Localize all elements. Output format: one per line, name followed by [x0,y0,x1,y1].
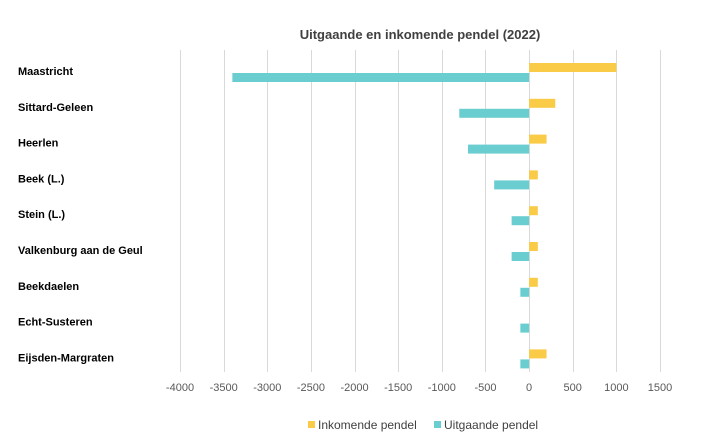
gridlines [180,50,661,372]
inkomende-bar [529,277,538,287]
category-label: Beek (L.) [18,173,65,185]
inkomende-bar [529,134,547,144]
inkomende-bar [529,349,547,359]
category-label: Heerlen [18,138,59,150]
inkomende-bar [529,206,538,216]
x-tick-label: -1000 [428,382,456,394]
uitgaande-bar [520,359,530,369]
x-tick-label: -4000 [166,382,194,394]
category-label: Sittard-Geleen [18,102,93,114]
inkomende-bar [529,98,556,108]
x-tick-label: 1500 [648,382,672,394]
category-label: Maastricht [18,66,73,78]
x-tick-label: -3500 [210,382,238,394]
chart-title: Uitgaande en inkomende pendel (2022) [300,27,541,42]
legend: Inkomende pendel Uitgaande pendel [308,418,538,432]
uitgaande-bar [232,73,530,82]
x-axis-tick-labels: -4000 -3500 -3000 -2500 -2000 -1500 -1000 -500 0… [166,382,672,394]
category-label: Stein (L.) [18,209,65,221]
x-tick-label: -3000 [253,382,281,394]
category-labels: Maastricht Sittard-Geleen Heerlen Beek (L.)… [18,66,143,364]
category-label: Eijsden-Margraten [18,352,114,364]
legend-label-uitgaande: Uitgaande pendel [444,418,538,432]
x-tick-label: -2000 [340,382,368,394]
x-tick-label: 500 [564,382,582,394]
x-tick-label: 1000 [604,382,628,394]
x-tick-label: 0 [526,382,532,394]
x-tick-label: -2500 [297,382,325,394]
legend-swatch-uitgaande [434,421,441,428]
category-label: Echt-Susteren [18,317,93,329]
inkomende-bar [529,170,538,180]
x-tick-label: -500 [474,382,496,394]
x-tick-label: -1500 [384,382,412,394]
uitgaande-bar [468,144,530,154]
uitgaande-bar [520,287,530,297]
uitgaande-bar [494,180,530,190]
legend-label-inkomende: Inkomende pendel [318,418,417,432]
inkomende-bar [529,242,538,251]
uitgaande-bar [511,216,530,226]
category-label: Beekdaelen [18,281,79,293]
uitgaande-bar [520,323,530,333]
category-label: Valkenburg aan de Geul [18,245,143,257]
uitgaande-bar [459,108,530,118]
uitgaande-bar [511,252,530,261]
bars [232,63,617,369]
legend-swatch-inkomende [308,421,315,428]
inkomende-bar [529,63,617,72]
